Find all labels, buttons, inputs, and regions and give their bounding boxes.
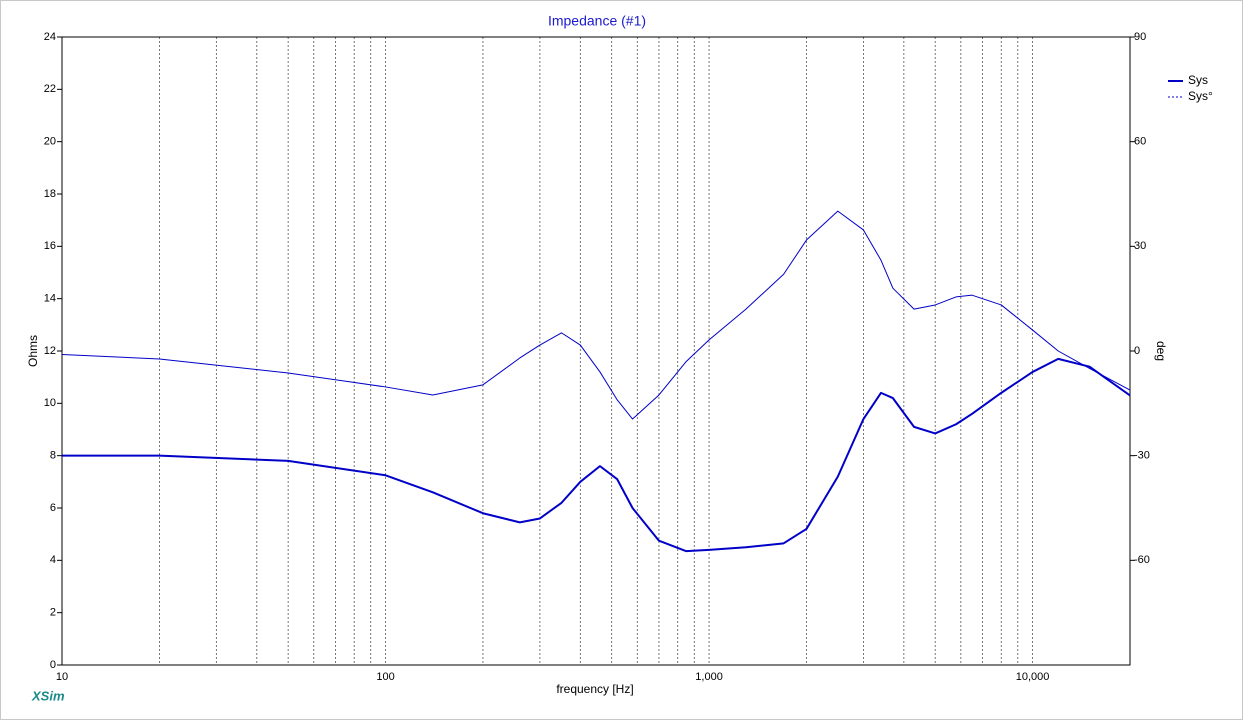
y-tick-label: 12 [44,345,56,357]
series-line [61,210,1131,420]
x-tick-label: 1,000 [695,671,723,683]
y-tick-label: 18 [44,188,56,200]
y-tick-label: 22 [44,83,56,95]
y2-tick-label: -60 [1134,554,1150,566]
legend-label: Sys [1188,73,1208,87]
y2-axis-label: deg [1154,341,1168,361]
y2-tick-label: -30 [1134,450,1150,462]
x-tick-label: 10 [56,671,68,683]
y2-tick-label: 30 [1134,240,1146,252]
y-tick-label: 8 [50,450,56,462]
y-axis-label: Ohms [26,335,40,367]
y-tick-label: 4 [50,554,56,566]
y-tick-label: 14 [44,293,56,305]
y-tick-label: 20 [44,136,56,148]
x-axis-label: frequency [Hz] [556,682,633,696]
y-tick-label: 2 [50,607,56,619]
y-tick-label: 24 [44,31,56,43]
y-tick-label: 6 [50,502,56,514]
x-tick-label: 100 [376,671,394,683]
y-tick-label: 10 [44,397,56,409]
y2-tick-label: 90 [1134,31,1146,43]
y2-tick-label: 0 [1134,345,1140,357]
chart-title: Impedance (#1) [548,13,646,29]
legend-label: Sys° [1188,89,1213,103]
y-tick-label: 16 [44,240,56,252]
x-tick-label: 10,000 [1016,671,1050,683]
y2-tick-label: 60 [1134,136,1146,148]
series-line [62,357,1131,553]
watermark: XSim [31,688,65,703]
y-tick-label: 0 [50,659,56,671]
